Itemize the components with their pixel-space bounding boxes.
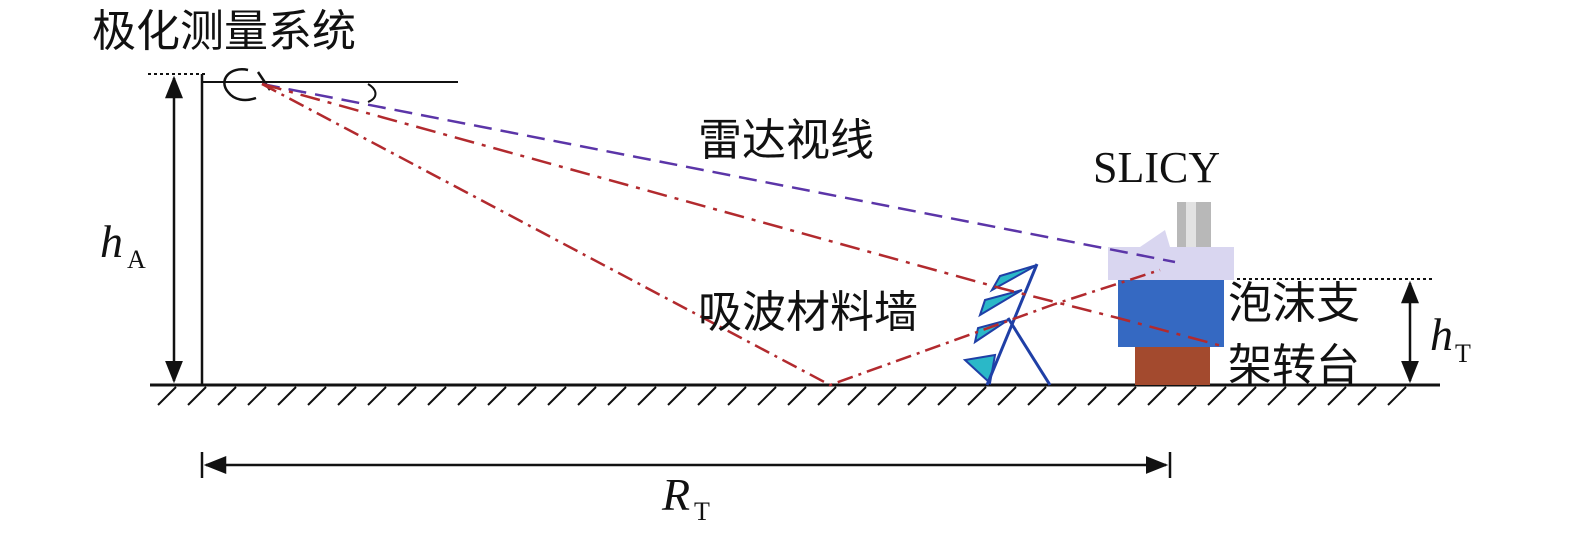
foam-support-label-line2: 架转台 [1228, 340, 1360, 391]
ground-hatching [157, 386, 1407, 406]
radar-los-label: 雷达视线 [698, 115, 874, 166]
hatch-mark [997, 386, 1017, 406]
hatch-mark [1057, 386, 1077, 406]
hatch-mark [1327, 386, 1347, 406]
hatch-mark [457, 386, 477, 406]
system-label: 极化测量系统 [92, 6, 356, 57]
hatch-mark [877, 386, 897, 406]
target-label: SLICY [1093, 143, 1220, 192]
hatch-mark [1117, 386, 1137, 406]
absorber-wedge [978, 289, 1023, 318]
hatch-mark [967, 386, 987, 406]
hatch-mark [937, 386, 957, 406]
hatch-mark [727, 386, 747, 406]
hatch-mark [397, 386, 417, 406]
hatch-mark [367, 386, 387, 406]
hatch-mark [487, 386, 507, 406]
hatch-mark [307, 386, 327, 406]
turntable [1135, 347, 1210, 385]
hatch-mark [907, 386, 927, 406]
hatch-mark [577, 386, 597, 406]
slicy-cylinder-highlight [1186, 202, 1196, 247]
hatch-mark [1357, 386, 1377, 406]
hatch-mark [1087, 386, 1107, 406]
hatch-mark [247, 386, 267, 406]
depression-angle-arc [367, 83, 377, 103]
hatch-mark [1027, 386, 1047, 406]
hatch-mark [157, 386, 177, 406]
absorber-wedge [973, 319, 1009, 345]
h-t-label: h [1430, 309, 1453, 360]
foam-support-label-line1: 泡沫支 [1228, 278, 1360, 329]
ground-bounce-path [261, 82, 1161, 387]
slicy-dihedral-wing [1140, 230, 1170, 247]
slicy-top-block [1108, 247, 1234, 280]
h-a-subscript: A [127, 245, 146, 274]
hatch-mark [667, 386, 687, 406]
hatch-mark [1147, 386, 1167, 406]
h-a-label: h [100, 216, 123, 267]
hatch-mark [187, 386, 207, 406]
hatch-mark [1387, 386, 1407, 406]
hatch-mark [607, 386, 627, 406]
hatch-mark [277, 386, 297, 406]
hatch-mark [1297, 386, 1317, 406]
hatch-mark [817, 386, 837, 406]
hatch-mark [547, 386, 567, 406]
hatch-mark [517, 386, 537, 406]
r-t-label: R [661, 469, 690, 520]
radar-line-of-sight [261, 82, 1176, 264]
foam-support [1118, 280, 1224, 347]
hatch-mark [1177, 386, 1197, 406]
absorber-wall-label: 吸波材料墙 [698, 287, 918, 338]
hatch-mark [757, 386, 777, 406]
absorber-wedge [989, 264, 1038, 293]
hatch-mark [1207, 386, 1227, 406]
absorber-wall-brace [1006, 317, 1052, 386]
hatch-mark [637, 386, 657, 406]
h-t-subscript: T [1455, 339, 1471, 368]
hatch-mark [847, 386, 867, 406]
hatch-mark [697, 386, 717, 406]
r-t-subscript: T [694, 497, 710, 526]
antenna-dish-icon [223, 68, 257, 102]
hatch-mark [787, 386, 807, 406]
hatch-mark [1267, 386, 1287, 406]
hatch-mark [337, 386, 357, 406]
hatch-mark [217, 386, 237, 406]
hatch-mark [427, 386, 447, 406]
hatch-mark [1237, 386, 1257, 406]
